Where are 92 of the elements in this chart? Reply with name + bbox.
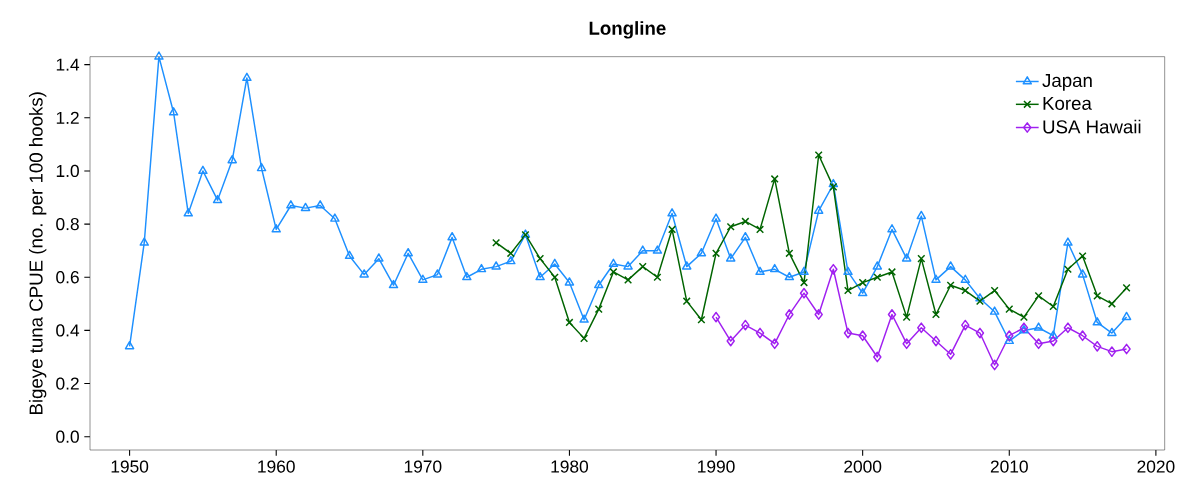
y-tick-label: 1.2 bbox=[56, 111, 79, 124]
point bbox=[697, 315, 706, 324]
point bbox=[594, 305, 603, 314]
point bbox=[873, 273, 882, 282]
y-tick-label: 1.0 bbox=[56, 164, 79, 178]
point bbox=[931, 310, 941, 319]
x-tick-label: 1980 bbox=[551, 460, 589, 473]
point bbox=[1019, 313, 1028, 322]
point bbox=[580, 334, 589, 343]
x-tick-label: 1970 bbox=[404, 460, 442, 473]
point bbox=[858, 330, 867, 342]
point bbox=[1063, 322, 1073, 334]
point bbox=[814, 150, 823, 160]
point bbox=[536, 254, 545, 263]
legend-label: USA Hawaii bbox=[1043, 119, 1141, 134]
point bbox=[711, 311, 721, 323]
legend-label: Korea bbox=[1043, 96, 1092, 110]
point bbox=[785, 249, 794, 258]
x-tick-label: 2020 bbox=[1137, 460, 1175, 473]
point bbox=[653, 273, 662, 282]
point bbox=[550, 273, 559, 282]
point bbox=[975, 327, 985, 339]
point bbox=[712, 249, 721, 258]
point bbox=[873, 351, 882, 363]
point bbox=[1049, 302, 1058, 311]
point bbox=[506, 249, 515, 258]
y-tick-label: 0.2 bbox=[56, 377, 79, 390]
point bbox=[1005, 330, 1014, 342]
point bbox=[902, 313, 911, 322]
y-tick-label: 0.0 bbox=[56, 430, 79, 443]
point bbox=[609, 267, 618, 276]
point bbox=[1093, 291, 1102, 300]
x-tick-label: 2000 bbox=[844, 460, 882, 473]
point bbox=[1122, 343, 1131, 355]
point bbox=[990, 359, 999, 371]
point bbox=[1078, 251, 1087, 261]
point bbox=[961, 286, 970, 295]
y-tick-label: 1.4 bbox=[56, 58, 80, 71]
point bbox=[1093, 340, 1102, 352]
point bbox=[1034, 291, 1043, 300]
point bbox=[946, 281, 955, 290]
point bbox=[917, 254, 926, 263]
point bbox=[858, 278, 867, 287]
point bbox=[1107, 346, 1117, 358]
chart-title: Longline bbox=[589, 21, 666, 39]
point bbox=[1049, 335, 1058, 347]
point bbox=[770, 174, 779, 183]
point bbox=[887, 309, 897, 320]
y-tick-label: 0.4 bbox=[56, 324, 80, 337]
point bbox=[829, 263, 838, 275]
point bbox=[1063, 265, 1072, 274]
point bbox=[843, 286, 853, 295]
point bbox=[1005, 305, 1014, 314]
point bbox=[726, 335, 735, 347]
point bbox=[1122, 283, 1131, 292]
point bbox=[990, 286, 999, 295]
point bbox=[668, 225, 677, 234]
y-tick-label: 0.8 bbox=[56, 217, 79, 231]
point bbox=[829, 182, 838, 191]
point bbox=[741, 217, 750, 226]
point bbox=[799, 278, 809, 287]
x-tick-label: 1960 bbox=[258, 460, 295, 473]
point bbox=[1107, 299, 1116, 308]
point bbox=[799, 287, 809, 299]
point bbox=[1078, 330, 1087, 342]
x-tick-label: 2010 bbox=[990, 460, 1028, 473]
point bbox=[755, 225, 765, 234]
point bbox=[741, 319, 750, 331]
point bbox=[961, 319, 970, 331]
point bbox=[975, 297, 984, 306]
point bbox=[624, 275, 633, 284]
point bbox=[946, 348, 955, 360]
point bbox=[785, 309, 794, 320]
point bbox=[726, 222, 735, 231]
point bbox=[1034, 338, 1043, 350]
point bbox=[770, 338, 779, 350]
point bbox=[638, 262, 647, 271]
legend-label: Japan bbox=[1042, 74, 1092, 91]
point bbox=[931, 335, 941, 347]
point bbox=[917, 322, 926, 334]
point bbox=[887, 267, 897, 276]
point bbox=[814, 309, 823, 320]
point bbox=[492, 238, 501, 247]
point bbox=[902, 338, 911, 350]
y-axis-title: Bigeye tuna CPUE (no. per 100 hooks) bbox=[28, 92, 47, 415]
x-tick-label: 1990 bbox=[698, 460, 735, 473]
point bbox=[565, 318, 574, 327]
point bbox=[755, 327, 765, 339]
y-tick-label: 0.6 bbox=[56, 271, 79, 284]
point bbox=[682, 297, 691, 306]
x-tick-label: 1950 bbox=[111, 460, 149, 473]
point bbox=[843, 327, 853, 339]
